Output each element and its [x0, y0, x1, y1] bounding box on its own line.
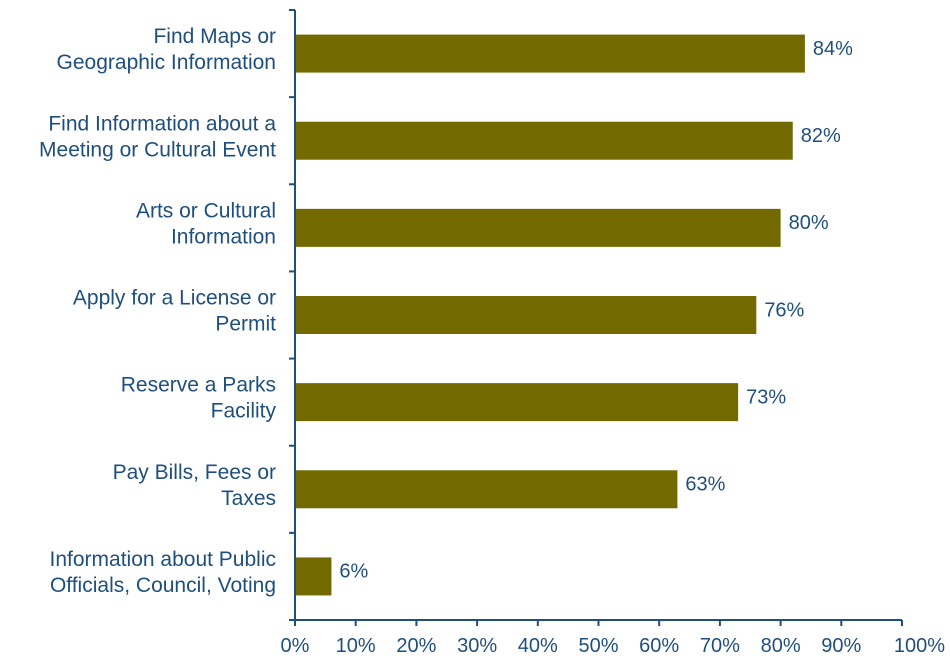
- category-label: Taxes: [221, 487, 276, 510]
- category-label: Pay Bills, Fees or: [113, 461, 276, 484]
- x-tick-label: 60%: [639, 635, 679, 657]
- x-tick-label: 30%: [457, 635, 497, 657]
- x-tick-label: 90%: [821, 635, 861, 657]
- x-tick-label: 10%: [336, 635, 376, 657]
- category-label: Reserve a Parks: [121, 374, 276, 397]
- category-label: Geographic Information: [57, 51, 276, 74]
- axes-layer: [289, 9, 903, 626]
- bar: [295, 470, 678, 509]
- data-label: 80%: [789, 212, 829, 234]
- x-tick-label: 20%: [396, 635, 436, 657]
- x-tick-label: 100%: [894, 635, 945, 657]
- bar: [295, 296, 757, 334]
- data-label: 84%: [813, 38, 853, 60]
- x-tick-label: 70%: [700, 635, 740, 657]
- data-label: 63%: [685, 474, 725, 496]
- category-label: Apply for a License or: [73, 287, 276, 310]
- data-label: 6%: [339, 561, 368, 583]
- bar: [295, 557, 332, 596]
- category-label: Permit: [215, 313, 276, 336]
- category-label: Information: [171, 225, 276, 248]
- category-label: Find Maps or: [153, 25, 276, 48]
- category-label: Facility: [211, 400, 277, 423]
- category-label: Find Information about a: [48, 112, 276, 135]
- category-label: Meeting or Cultural Event: [39, 138, 276, 161]
- labels-layer: 84% Find Maps or Geographic Information 82%…: [39, 25, 945, 657]
- category-label: Information about Public: [50, 548, 276, 571]
- category-label: Officials, Council, Voting: [50, 574, 276, 597]
- bar: [295, 121, 793, 160]
- x-tick-label: 50%: [578, 635, 618, 657]
- bar: [295, 34, 805, 73]
- bars-layer: [295, 34, 805, 596]
- x-tick-label: 80%: [761, 635, 801, 657]
- data-label: 82%: [801, 125, 841, 147]
- bar: [295, 208, 781, 247]
- x-tick-label: 40%: [518, 635, 558, 657]
- data-label: 73%: [746, 386, 786, 408]
- category-label: Arts or Cultural: [136, 199, 276, 222]
- bar: [295, 383, 739, 422]
- x-tick-label: 0%: [281, 635, 310, 657]
- data-label: 76%: [764, 299, 804, 321]
